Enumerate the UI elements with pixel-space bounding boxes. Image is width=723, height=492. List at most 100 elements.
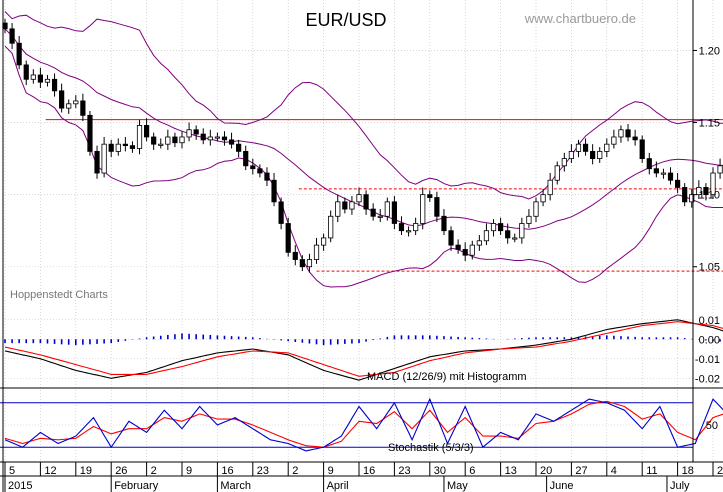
candle (526, 215, 532, 224)
candle (469, 244, 475, 256)
candle (313, 244, 320, 260)
macd-label: MACD (12/26/9) mit Histogramm (367, 371, 527, 383)
candle (200, 133, 206, 141)
candle (136, 125, 143, 149)
candle (476, 240, 482, 246)
candle (483, 230, 490, 242)
price-tick-label: 1.10 (699, 190, 720, 202)
candle (80, 100, 86, 116)
date-tick-label: 13 (505, 465, 517, 477)
candle (497, 223, 504, 232)
macd-tick-label: 0.00 (699, 334, 720, 346)
candle (73, 100, 79, 105)
candle (448, 230, 454, 246)
macd-panel (4, 319, 723, 381)
bollinger-upper (4, 11, 723, 200)
candle (625, 129, 631, 138)
candle (547, 179, 553, 196)
candle (257, 168, 263, 174)
date-tick-label: 5 (9, 465, 15, 477)
candle (66, 103, 72, 109)
candle (363, 194, 369, 210)
candle (420, 194, 426, 224)
date-tick-label: 4 (611, 465, 617, 477)
candle (561, 158, 567, 167)
candle (618, 129, 624, 138)
candle (151, 136, 157, 145)
candle (568, 150, 575, 160)
candle (427, 194, 433, 198)
candle (533, 201, 539, 217)
candle (413, 223, 419, 232)
price-tick-label: 1.05 (699, 262, 720, 274)
candle (236, 143, 242, 152)
date-tick-label: 2 (151, 465, 157, 477)
price-candles (2, 18, 723, 273)
candle (682, 187, 688, 203)
bollinger-middle (4, 28, 723, 230)
candle (398, 223, 405, 232)
candle (320, 237, 327, 246)
date-tick-label: 9 (328, 465, 334, 477)
y-axis-labels: 1.20 1.15 1.10 1.05 0.01 0.00 -0.01 -0.02 50 (693, 45, 720, 432)
date-tick-label: 25 (717, 465, 723, 477)
candle (143, 125, 150, 138)
stochastic-panel (0, 397, 723, 452)
month-label: June (550, 480, 574, 492)
candle (108, 143, 114, 152)
candle (228, 139, 235, 145)
candle (101, 143, 107, 174)
candle (193, 129, 199, 135)
date-tick-label: 26 (115, 465, 127, 477)
candle (703, 187, 709, 196)
month-label: March (220, 480, 251, 492)
candle (271, 179, 277, 203)
candle (292, 251, 298, 260)
resistance-lines (45, 119, 723, 272)
candle (299, 259, 305, 268)
date-tick-label: 19 (80, 465, 92, 477)
candle (575, 143, 582, 152)
candle (342, 201, 348, 210)
date-tick-label: 20 (540, 465, 552, 477)
month-label: July (670, 480, 690, 492)
candle (455, 244, 461, 250)
candle (597, 150, 603, 160)
date-tick-label: 9 (186, 465, 192, 477)
chart-title: EUR/USD (305, 10, 386, 30)
candle (165, 136, 171, 145)
price-tick-label: 1.20 (699, 45, 720, 57)
candle (356, 194, 362, 203)
candle (590, 150, 596, 160)
price-tick-label: 1.15 (699, 118, 720, 130)
candle (207, 136, 213, 141)
date-axis: 5121926291623291623306132027411182518152… (4, 462, 723, 492)
candle (221, 136, 228, 141)
date-tick-label: 11 (646, 465, 657, 477)
stoch-label: Stochastik (5/3/3) (388, 442, 474, 454)
price-panel (2, 11, 723, 288)
grid (4, 0, 714, 462)
month-label: May (447, 480, 468, 492)
candle (30, 74, 36, 80)
candle (115, 143, 121, 152)
candle (405, 230, 412, 233)
candle (23, 64, 29, 80)
candle (51, 78, 58, 92)
candle (639, 139, 645, 160)
candle (582, 143, 589, 152)
candle (335, 201, 341, 217)
candle (434, 197, 440, 217)
macd-tick-label: 0.01 (699, 315, 720, 327)
date-tick-label: 12 (44, 465, 56, 477)
website-label: www.chartbuero.de (524, 11, 636, 26)
candle (306, 259, 313, 268)
month-label: February (114, 480, 159, 492)
candle (377, 215, 383, 218)
date-tick-label: 23 (398, 465, 410, 477)
candle (391, 201, 398, 224)
date-tick-label: 27 (575, 465, 587, 477)
candle (285, 223, 291, 253)
